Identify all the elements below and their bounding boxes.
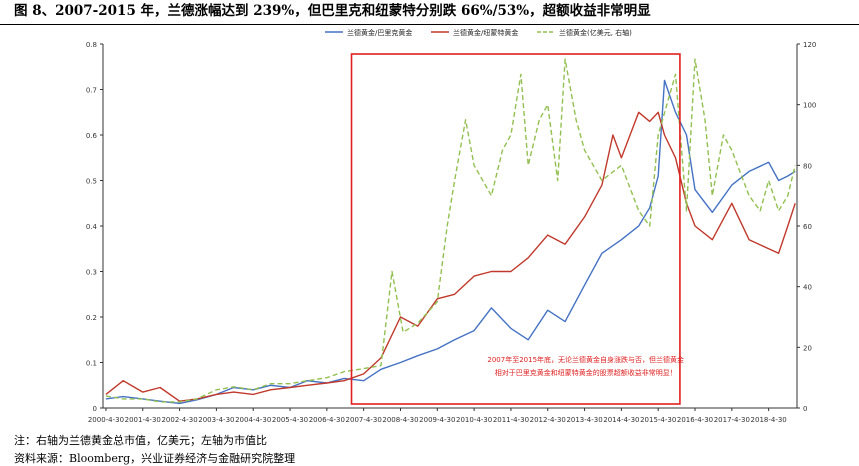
series-line-3 [105, 58, 796, 403]
x-tick-label: 2004-4-30 [235, 416, 271, 424]
x-tick-label: 2006-4-30 [309, 416, 345, 424]
x-tick-label: 2011-4-30 [493, 416, 529, 424]
axes: 0 0.1 0.2 0.3 0.4 0.5 0.6 0.7 0.8 0 20 40 60 80 100 120… [86, 41, 817, 424]
annotation-text-line2: 相对于巴里克黄金和纽蒙特黄金的股票超额收益非常明显！ [495, 368, 677, 377]
series-layer [105, 58, 796, 405]
x-tick-label: 2008-4-30 [382, 416, 418, 424]
series-line-1 [105, 79, 796, 405]
x-tick-label: 2014-4-30 [603, 416, 639, 424]
x-tick-label: 2002-4-30 [161, 416, 197, 424]
y-tick-label-left: 0.3 [86, 269, 97, 277]
y-tick-label-left: 0 [93, 405, 97, 413]
y-tick-label-right: 120 [803, 41, 816, 49]
legend: 兰德黄金/巴里克黄金 兰德黄金/纽蒙特黄金 兰德黄金(亿美元, 右轴) [325, 28, 632, 37]
y-tick-label-right: 20 [803, 344, 812, 352]
legend-label-2: 兰德黄金/纽蒙特黄金 [453, 28, 518, 37]
highlight-box [350, 53, 681, 405]
figure-title: 图 8、2007-2015 年，兰德涨幅达到 239%，但巴里克和纽蒙特分别跌 … [14, 3, 651, 19]
title-rule [0, 24, 859, 25]
legend-label-1: 兰德黄金/巴里克黄金 [347, 28, 412, 37]
annotation-layer: 2007年至2015年底，无论兰德黄金自身涨跌与否，但兰德黄金相对于巴里克黄金和… [350, 53, 684, 405]
figure-source: 资料来源：Bloomberg，兴业证券经济与金融研究院整理 [14, 452, 296, 465]
y-tick-label-left: 0.8 [86, 41, 97, 49]
series-line-2 [105, 111, 796, 402]
x-tick-label: 2015-4-30 [640, 416, 676, 424]
y-tick-label-left: 0.5 [86, 178, 97, 186]
x-tick-label: 2009-4-30 [419, 416, 455, 424]
x-tick-label: 2005-4-30 [272, 416, 308, 424]
x-tick-label: 2000-4-30 [88, 416, 124, 424]
x-tick-label: 2001-4-30 [125, 416, 161, 424]
x-tick-label: 2012-4-30 [530, 416, 566, 424]
x-tick-label: 2003-4-30 [198, 416, 234, 424]
annotation-text-line1: 2007年至2015年底，无论兰德黄金自身涨跌与否，但兰德黄金 [487, 355, 684, 364]
line-chart: 兰德黄金/巴里克黄金 兰德黄金/纽蒙特黄金 兰德黄金(亿美元, 右轴) 0 0.1 0.… [86, 28, 817, 424]
x-tick-label: 2010-4-30 [456, 416, 492, 424]
x-tick-label: 2007-4-30 [346, 416, 382, 424]
y-tick-label-left: 0.1 [86, 360, 97, 368]
y-tick-label-left: 0.7 [86, 87, 97, 95]
legend-label-3: 兰德黄金(亿美元, 右轴) [559, 28, 632, 37]
y-tick-label-right: 80 [803, 162, 812, 170]
y-tick-label-left: 0.2 [86, 314, 97, 322]
x-tick-label: 2016-4-30 [677, 416, 713, 424]
x-tick-label: 2018-4-30 [751, 416, 787, 424]
y-tick-label-right: 40 [803, 284, 812, 292]
y-tick-label-left: 0.4 [86, 223, 98, 231]
figure-note: 注：右轴为兰德黄金总市值，亿美元；左轴为市值比 [14, 434, 267, 447]
x-tick-label: 2013-4-30 [566, 416, 602, 424]
x-tick-label: 2017-4-30 [714, 416, 750, 424]
y-tick-label-right: 60 [803, 223, 812, 231]
y-tick-label-right: 0 [803, 405, 807, 413]
y-tick-label-left: 0.6 [86, 132, 98, 140]
y-tick-label-right: 100 [803, 102, 816, 110]
